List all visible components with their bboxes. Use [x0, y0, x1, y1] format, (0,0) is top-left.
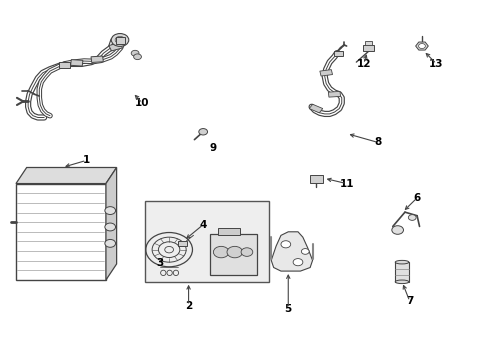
Text: 5: 5 [284, 303, 291, 314]
Circle shape [241, 248, 252, 256]
Polygon shape [16, 167, 116, 184]
Bar [319, 69, 332, 76]
Bar [59, 62, 70, 68]
Bar [109, 42, 122, 51]
Text: 3: 3 [157, 258, 163, 268]
Bar [210, 234, 256, 275]
Text: 11: 11 [339, 179, 353, 189]
Polygon shape [415, 42, 427, 50]
Bar [362, 45, 373, 51]
Bar [16, 184, 106, 280]
Text: 10: 10 [135, 98, 149, 108]
Ellipse shape [394, 260, 408, 264]
Bar [217, 228, 239, 235]
Circle shape [281, 241, 290, 248]
Bar [394, 262, 408, 282]
Bar [365, 41, 371, 45]
Text: 6: 6 [413, 193, 420, 203]
Text: 1: 1 [82, 156, 90, 165]
Text: 7: 7 [406, 296, 413, 306]
Bar [327, 91, 340, 97]
Circle shape [213, 246, 228, 258]
Circle shape [104, 223, 115, 231]
Circle shape [115, 36, 124, 44]
Bar [334, 51, 343, 56]
Circle shape [133, 54, 141, 60]
Text: 9: 9 [209, 143, 216, 153]
Text: 8: 8 [374, 138, 381, 148]
Text: 2: 2 [184, 301, 192, 311]
Circle shape [111, 33, 128, 46]
Ellipse shape [394, 280, 408, 284]
Circle shape [104, 239, 115, 247]
Circle shape [407, 215, 415, 220]
Bar [70, 60, 83, 66]
Circle shape [292, 258, 302, 266]
Polygon shape [271, 232, 312, 271]
Circle shape [131, 50, 139, 56]
Bar [144, 202, 268, 282]
Polygon shape [106, 167, 116, 280]
Bar [91, 56, 103, 63]
Bar [116, 37, 125, 44]
Circle shape [418, 44, 425, 49]
Text: 12: 12 [356, 59, 370, 69]
Bar [308, 104, 322, 113]
Circle shape [226, 246, 242, 258]
Circle shape [104, 207, 115, 215]
Circle shape [301, 249, 308, 254]
Bar [309, 175, 323, 183]
Text: 13: 13 [428, 59, 443, 69]
Bar [178, 241, 186, 246]
Text: 4: 4 [199, 220, 206, 230]
Circle shape [391, 226, 403, 234]
Circle shape [199, 129, 207, 135]
